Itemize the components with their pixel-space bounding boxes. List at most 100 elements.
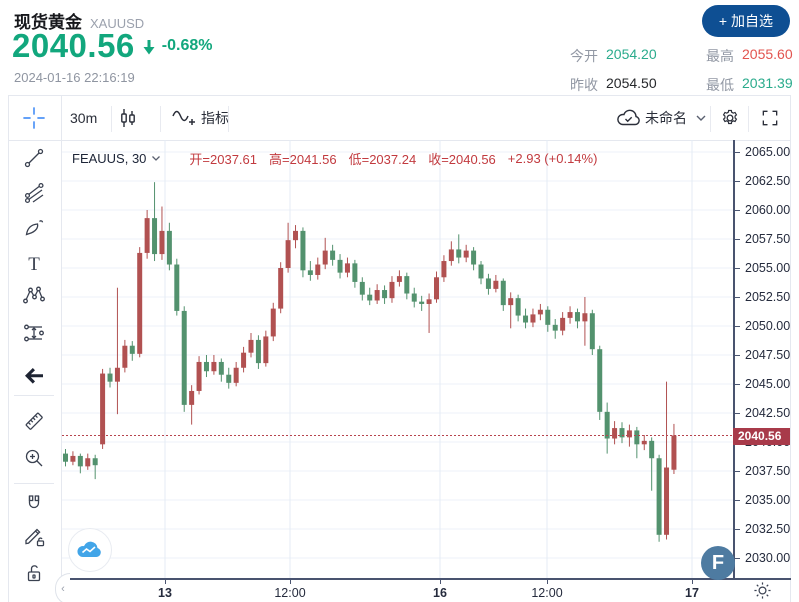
candle-body — [85, 458, 91, 467]
toolbar-separator — [748, 106, 749, 132]
candle-body — [233, 367, 239, 383]
x-tick-mark — [547, 580, 548, 584]
add-watchlist-button[interactable]: + 加自选 — [701, 5, 790, 37]
toolbar-border — [8, 140, 791, 141]
candle-body — [560, 317, 566, 331]
drawing-lock-tool[interactable] — [22, 524, 46, 548]
sidebar-collapse-button[interactable]: ‹ — [55, 573, 70, 602]
candle-body — [70, 455, 76, 462]
candle-body — [411, 293, 417, 302]
chart-style-button[interactable] — [117, 96, 139, 140]
candle-body — [552, 324, 558, 331]
candle-body — [144, 218, 150, 253]
legend-close: 收=2040.56 — [428, 152, 496, 167]
candle-body — [478, 264, 484, 279]
candle-body — [255, 339, 261, 364]
candle-body — [530, 314, 536, 323]
candle-body — [330, 250, 336, 260]
candle-body — [404, 276, 410, 294]
quote-stats: 今开 2054.20 最高 2055.60 昨收 2054.50 最低 2031… — [570, 46, 793, 95]
candle-body — [493, 280, 499, 289]
time-axis[interactable]: 13 12:00 16 12:00 17 — [0, 580, 799, 602]
time-axis-line — [62, 578, 791, 580]
last-price: 2040.56 — [12, 27, 135, 64]
candle-body — [203, 361, 209, 372]
brush-tool[interactable] — [22, 216, 46, 240]
settings-button[interactable] — [719, 107, 741, 134]
theme-toggle-button[interactable] — [753, 581, 772, 602]
legend-change: +2.93 (+0.14%) — [507, 151, 598, 166]
y-tick-label: 2065.00 — [745, 145, 791, 159]
candle-body — [545, 309, 551, 325]
candlestick-chart[interactable] — [62, 140, 733, 578]
price-axis[interactable]: 2065.00 2062.50 2060.00 2057.50 2055.00 2052.… — [733, 140, 791, 578]
gann-fib-tool[interactable] — [22, 181, 46, 205]
y-tick-label: 2057.50 — [745, 232, 791, 246]
candle-body — [181, 310, 187, 405]
candle-body — [129, 345, 135, 354]
zoom-in-tool[interactable] — [22, 446, 46, 470]
y-tick-label: 2037.50 — [745, 464, 791, 478]
y-tick-mark — [735, 181, 740, 182]
candle-body — [63, 453, 68, 462]
candle-body — [218, 361, 224, 375]
candle-body — [597, 349, 603, 412]
candle-body — [196, 361, 202, 391]
candle-body — [634, 430, 640, 445]
magnet-tool[interactable] — [22, 492, 46, 516]
projection-tool[interactable] — [22, 321, 46, 345]
x-tick-label: 13 — [158, 586, 172, 600]
chevron-down-icon — [152, 156, 161, 161]
measure-tool[interactable] — [22, 409, 46, 433]
interval-button[interactable]: 30m — [70, 96, 97, 140]
x-tick-mark — [165, 580, 166, 584]
xabcd-pattern-tool[interactable] — [22, 284, 46, 308]
y-tick-label: 2032.50 — [745, 522, 791, 536]
candle-body — [315, 264, 321, 275]
price-down-arrow-icon — [142, 37, 156, 56]
candle-body — [344, 263, 350, 273]
crosshair-tool-button[interactable] — [21, 105, 47, 136]
y-tick-mark — [735, 152, 740, 153]
y-tick-mark — [735, 529, 740, 530]
price-row: 2040.56 -0.68% — [12, 27, 213, 65]
stat-label: 最低 — [706, 77, 734, 93]
candlestick-icon — [121, 109, 135, 127]
candle-body — [322, 250, 328, 265]
stat-label: 昨收 — [570, 77, 598, 93]
y-tick-mark — [735, 500, 740, 501]
text-tool[interactable]: T — [28, 254, 40, 275]
stat-value: 2054.50 — [606, 75, 657, 91]
indicators-button[interactable]: 指标 — [170, 96, 229, 140]
indicator-wave-icon — [172, 110, 195, 125]
y-tick-mark — [735, 210, 740, 211]
candle-body — [471, 250, 477, 265]
logo-letter: F — [711, 551, 725, 574]
candle-body — [389, 281, 395, 299]
candle-body — [100, 373, 106, 445]
candle-body — [263, 336, 269, 364]
x-tick-mark — [440, 580, 441, 584]
candle-body — [352, 263, 358, 282]
trendline-tool[interactable] — [22, 146, 46, 170]
site-logo[interactable]: F — [701, 546, 735, 580]
chevron-down-icon — [696, 115, 706, 121]
candle-body — [589, 313, 595, 350]
candle-body — [649, 440, 655, 459]
legend-high: 高=2041.56 — [269, 152, 337, 167]
lock-all-tool[interactable] — [22, 561, 46, 585]
candle-body — [293, 230, 299, 241]
candle-body — [359, 281, 365, 295]
candle-body — [107, 373, 113, 382]
candle-body — [241, 352, 247, 368]
legend-symbol-button[interactable]: FEAUUS, 30 — [72, 151, 161, 166]
fullscreen-button[interactable] — [760, 108, 780, 133]
layout-button[interactable]: 未命名 — [616, 96, 707, 140]
candle-body — [485, 278, 491, 289]
stat-label: 今开 — [570, 48, 598, 64]
candle-body — [515, 298, 521, 316]
legend-open: 开=2037.61 — [189, 152, 258, 167]
toolbar-separator — [228, 106, 229, 132]
arrow-back-tool[interactable] — [22, 364, 46, 388]
